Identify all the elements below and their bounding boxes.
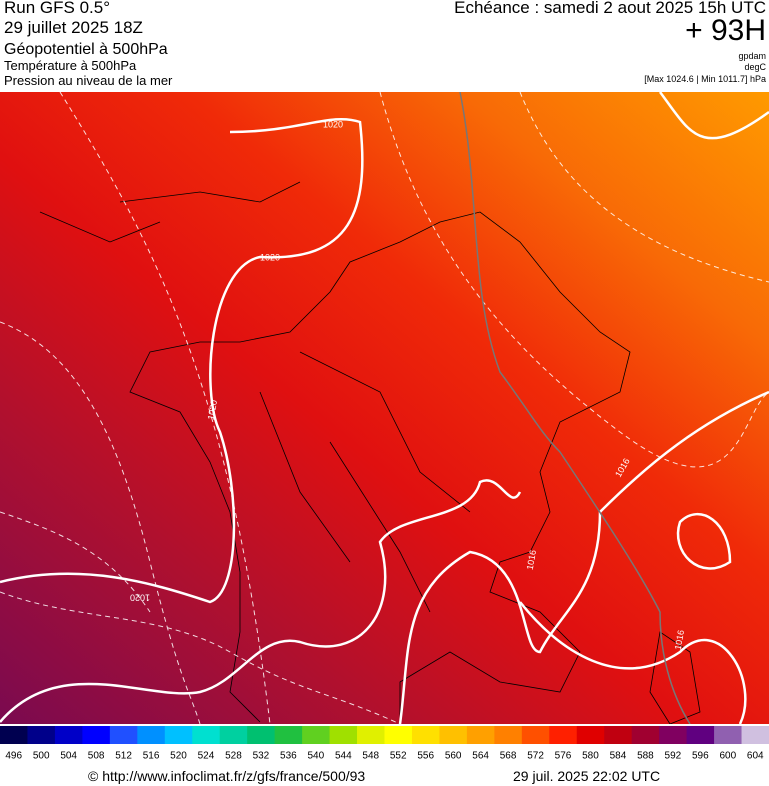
scale-label: 584: [610, 751, 627, 762]
scale-label: 544: [335, 751, 352, 762]
color-swatch: [741, 726, 769, 744]
color-swatch: [0, 726, 28, 744]
color-swatch: [302, 726, 331, 744]
color-swatch: [82, 726, 111, 744]
contour-label: 1016: [525, 549, 538, 570]
scale-label: 596: [692, 751, 709, 762]
color-swatch: [109, 726, 138, 744]
scale-label: 520: [170, 751, 187, 762]
scale-label: 572: [527, 751, 544, 762]
color-swatch: [274, 726, 303, 744]
color-swatch: [686, 726, 715, 744]
color-swatch: [192, 726, 221, 744]
color-swatch: [714, 726, 743, 744]
color-swatch: [576, 726, 605, 744]
lead-time: + 93H: [685, 14, 766, 47]
field2: Température à 500hPa: [4, 58, 137, 73]
generated-time: 29 juil. 2025 22:02 UTC: [513, 768, 661, 784]
unit1: gpdam: [738, 51, 766, 61]
color-swatch: [247, 726, 276, 744]
scale-label: 580: [582, 751, 599, 762]
color-swatch: [494, 726, 523, 744]
coastlines: [39, 181, 701, 724]
color-swatch: [604, 726, 633, 744]
field-background: [0, 92, 769, 724]
source-url: © http://www.infoclimat.fr/z/gfs/france/…: [88, 768, 366, 784]
color-swatch: [219, 726, 248, 744]
field3: Pression au niveau de la mer: [4, 73, 173, 88]
color-swatch: [659, 726, 688, 744]
temperature-isolines: [0, 92, 769, 724]
scale-label: 508: [88, 751, 105, 762]
unit2: degC: [744, 62, 766, 72]
contour-label: 1020: [130, 593, 150, 603]
color-swatch: [27, 726, 56, 744]
color-swatch: [439, 726, 468, 744]
scale-label: 528: [225, 751, 242, 762]
scale-label: 576: [555, 751, 572, 762]
scale-label: 504: [60, 751, 77, 762]
color-swatch: [466, 726, 495, 744]
color-swatch: [411, 726, 440, 744]
contour-label: 1020: [323, 119, 343, 129]
color-swatch: [137, 726, 166, 744]
scale-label: 560: [445, 751, 462, 762]
valid-time: Echéance : samedi 2 aout 2025 15h UTC: [454, 0, 766, 17]
scale-label: 496: [5, 751, 22, 762]
scale-label: 516: [143, 751, 160, 762]
contour-label: 1020: [260, 252, 280, 262]
contour-label: 1020: [206, 399, 219, 420]
pressure-range: [Max 1024.6 | Min 1011.7] hPa: [644, 74, 766, 84]
scale-label: 536: [280, 751, 297, 762]
color-swatch: [384, 726, 413, 744]
color-swatch: [357, 726, 385, 744]
color-swatch: [329, 726, 358, 744]
isobars: [0, 92, 769, 724]
color-scale: 496 500 504 508 512 516 520 524 528 532 536 540 544 5…: [0, 726, 769, 762]
scale-label: 500: [33, 751, 50, 762]
scale-label: 564: [472, 751, 489, 762]
scale-label: 600: [719, 751, 736, 762]
scale-label: 568: [500, 751, 517, 762]
scale-label: 588: [637, 751, 654, 762]
field: Géopotentiel à 500hPa: [4, 41, 168, 58]
scale-label: 532: [253, 751, 270, 762]
scale-label: 548: [362, 751, 379, 762]
scale-label: 604: [747, 751, 764, 762]
contour-label: 1016: [673, 629, 686, 650]
run-date: 29 juillet 2025 18Z: [4, 18, 143, 37]
color-swatch: [631, 726, 660, 744]
color-swatch: [549, 726, 578, 744]
color-swatch: [54, 726, 83, 744]
scale-label: 592: [665, 751, 682, 762]
scale-label: 556: [417, 751, 434, 762]
geopotential-lines: [459, 92, 691, 724]
color-swatch: [521, 726, 550, 744]
color-swatch: [164, 726, 193, 744]
scale-label: 524: [198, 751, 215, 762]
scale-label: 512: [115, 751, 132, 762]
run: Run GFS 0.5°: [4, 0, 111, 17]
scale-label: 552: [390, 751, 407, 762]
scale-label: 540: [307, 751, 324, 762]
